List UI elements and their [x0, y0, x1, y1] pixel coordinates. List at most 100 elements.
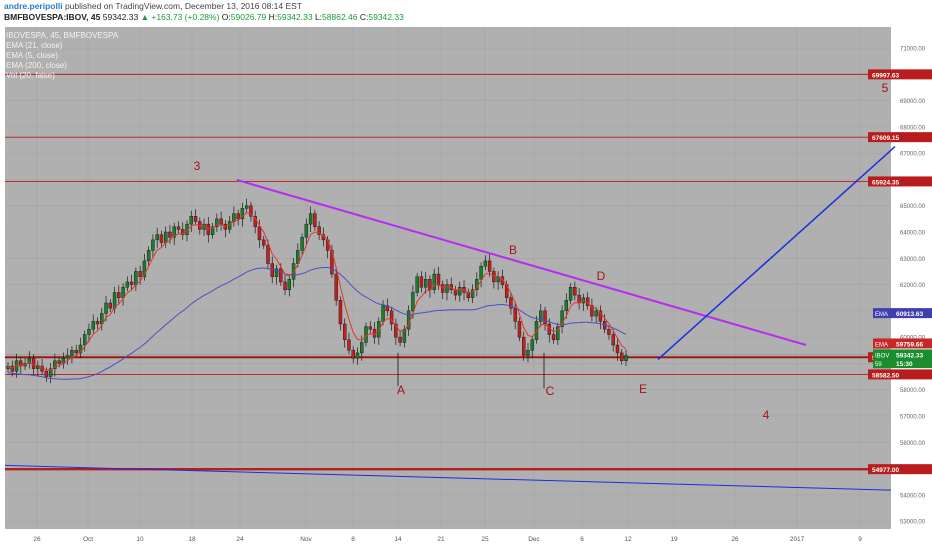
y-tick-label: 56000.00	[900, 441, 926, 447]
publish-line: andre.peripolli published on TradingView…	[4, 1, 302, 11]
candle-body	[539, 310, 543, 322]
candle-body	[347, 339, 351, 351]
price-change: +163.73 (+0.28%)	[151, 12, 220, 22]
candle-body	[91, 321, 95, 330]
candle-body	[624, 355, 628, 361]
candle-body	[44, 371, 49, 377]
candle-body	[343, 323, 347, 340]
badge-tag	[873, 358, 893, 369]
candle-body	[193, 216, 198, 222]
candle-body	[142, 260, 147, 277]
candle-body	[394, 323, 398, 338]
wave-label-E: E	[639, 382, 647, 396]
candle-body	[189, 216, 193, 225]
long-trendline	[4, 464, 892, 491]
candle-body	[236, 213, 240, 220]
price-label-box	[868, 176, 932, 187]
badge-text: EMA	[875, 312, 888, 318]
badge-value-box	[893, 308, 932, 319]
candle-body	[163, 231, 168, 243]
high-label: H:	[268, 12, 278, 22]
candle-body	[517, 321, 522, 338]
candle-body	[351, 350, 355, 359]
candle-body	[483, 260, 488, 267]
y-tick-label: 62000.00	[900, 283, 926, 289]
candle-body	[155, 234, 159, 241]
badge-value: 15:30	[896, 361, 913, 368]
wave-label-A: A	[397, 383, 405, 397]
x-tick-label: Dec	[528, 536, 540, 543]
close-value: 59342.33	[368, 12, 404, 22]
candle-body	[240, 208, 245, 220]
candle-body	[432, 273, 436, 291]
price-label-box	[868, 369, 932, 380]
x-tick-label: 12	[624, 536, 632, 543]
candle-body	[317, 226, 321, 235]
x-tick-label: 26	[731, 536, 739, 543]
badge-value: 59759.66	[896, 341, 923, 348]
candle-body	[598, 310, 603, 322]
candle-body	[287, 279, 291, 291]
x-tick-label: 14	[394, 536, 402, 543]
badge-text: 59	[875, 362, 882, 368]
candle-body	[445, 284, 449, 293]
x-tick-label: 10	[136, 536, 144, 543]
candle-body	[87, 329, 91, 335]
candle-body	[249, 205, 253, 217]
x-tick-label: 6	[580, 536, 584, 543]
badge-value: 59342.33	[896, 352, 923, 359]
candle-body	[338, 300, 343, 325]
candle-body	[283, 281, 287, 291]
price-label-text: 58582.50	[872, 372, 899, 379]
candle-body	[402, 329, 407, 343]
badge-value-box	[893, 349, 932, 360]
open-label: O:	[221, 12, 231, 22]
candle-body	[138, 271, 142, 277]
candle-body	[360, 342, 364, 354]
y-tick-label: 53000.00	[900, 520, 926, 526]
candle-body	[181, 229, 185, 235]
price-label-box	[868, 69, 932, 80]
symbol-line: BMFBOVESPA:IBOV, 45 59342.33 ▲ +163.73 (…	[4, 12, 404, 22]
candle-body	[95, 321, 100, 325]
candle-body	[121, 286, 125, 298]
candle-body	[428, 279, 432, 291]
y-tick-label: 68000.00	[900, 125, 926, 131]
candle-body	[168, 231, 172, 238]
candle-body	[492, 271, 496, 283]
candle-body	[487, 260, 492, 272]
candle-body	[590, 305, 594, 317]
x-tick-label: 2017	[790, 536, 805, 543]
descending-trendline	[236, 179, 807, 346]
y-tick-label: 65000.00	[900, 204, 926, 210]
plot-area	[5, 27, 891, 529]
candle-body	[78, 344, 83, 354]
badge-tag	[873, 349, 893, 360]
candle-body	[620, 352, 624, 361]
wave-label-3: 3	[194, 159, 201, 173]
candle-body	[244, 205, 249, 209]
candle-body	[411, 292, 415, 312]
author-link[interactable]: andre.peripolli	[4, 1, 63, 11]
high-value: 59342.33	[277, 12, 313, 22]
candle-body	[594, 310, 598, 317]
last-price: 59342.33	[102, 12, 139, 22]
wave-label-B: B	[509, 243, 517, 257]
candle-body	[65, 355, 70, 359]
candle-body	[300, 237, 304, 251]
y-tick-label: 54000.00	[900, 493, 926, 499]
candle-body	[607, 329, 611, 335]
y-tick-label: 63000.00	[900, 257, 926, 263]
candle-body	[334, 273, 338, 301]
candle-body	[398, 336, 402, 343]
y-tick-label: 67000.00	[900, 152, 926, 158]
price-chart[interactable]: 53000.0054000.0055000.0056000.0057000.00…	[0, 26, 932, 550]
candle-body	[534, 321, 539, 340]
candle-body	[611, 334, 615, 346]
candle-body	[381, 305, 385, 322]
candle-body	[556, 326, 560, 340]
legend-ema21: EMA (21, close)	[6, 41, 63, 50]
candle-body	[134, 271, 138, 285]
candle-body	[10, 365, 14, 372]
candle-body	[470, 289, 475, 298]
